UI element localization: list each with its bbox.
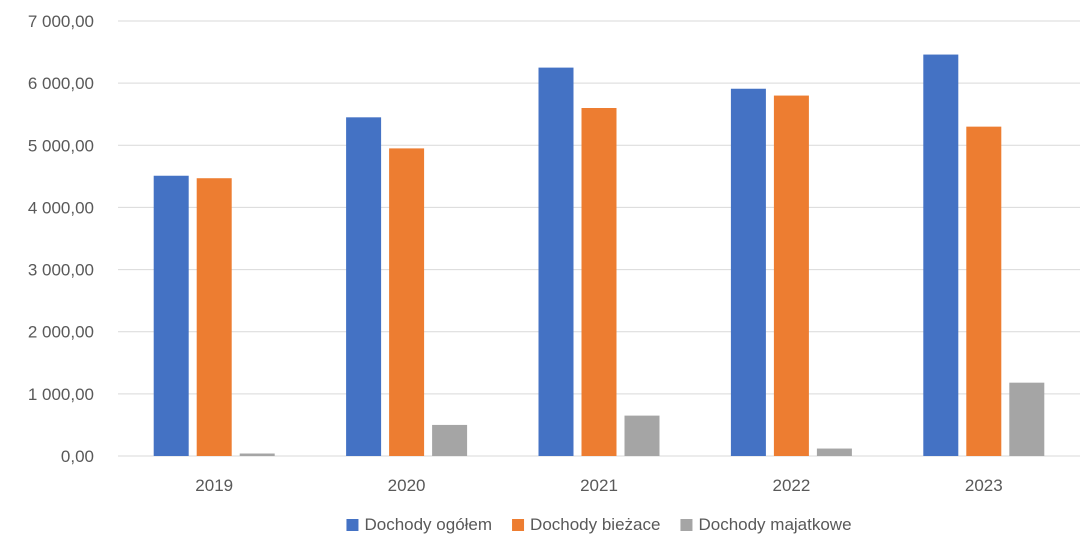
x-tick-label: 2021 [580,476,618,495]
bar-2021-series-3 [624,415,660,456]
bar-2021-series-2 [581,108,617,456]
bar-2023-series-3 [1009,382,1045,456]
legend: Dochody ogółem Dochody bieżace Dochody maj… [346,515,852,534]
legend-item: Dochody bieżace [512,515,660,534]
x-tick-label: 2022 [772,476,810,495]
y-tick-label: 7 000,00 [28,12,94,31]
y-tick-label: 6 000,00 [28,74,94,93]
x-tick-label: 2020 [388,476,426,495]
x-tick-label: 2023 [965,476,1003,495]
bar-2019-series-2 [196,178,232,456]
y-tick-label: 5 000,00 [28,136,94,155]
bar-2021-series-1 [538,67,574,456]
bar-2023-series-1 [923,54,959,457]
legend-label: Dochody bieżace [530,515,660,534]
legend-swatch [512,519,525,531]
y-axis-ticks: 0,00 1 000,00 2 000,00 3 000,00 4 000,00 5 00… [28,12,94,466]
legend-swatch [346,519,359,531]
bar-2020-series-3 [432,424,468,456]
bar-2022-series-2 [773,95,809,457]
x-tick-label: 2019 [195,476,233,495]
y-tick-label: 0,00 [61,447,94,466]
bar-2022-series-3 [816,448,852,456]
legend-item: Dochody majatkowe [680,515,852,534]
legend-swatch [680,519,693,531]
legend-label: Dochody ogółem [364,515,492,534]
bars [153,54,1045,457]
x-axis-ticks: 2019 2020 2021 2022 2023 [195,476,1002,495]
bar-2019-series-1 [153,175,189,456]
bar-2019-series-3 [239,453,275,456]
y-tick-label: 3 000,00 [28,261,94,280]
legend-label: Dochody majatkowe [698,515,851,534]
y-tick-label: 1 000,00 [28,385,94,404]
bar-2020-series-2 [389,148,425,456]
bar-2023-series-2 [966,126,1002,457]
bar-2020-series-1 [346,117,382,457]
y-tick-label: 2 000,00 [28,323,94,342]
bar-2022-series-1 [730,88,766,456]
y-tick-label: 4 000,00 [28,198,94,217]
legend-item: Dochody ogółem [346,515,492,534]
